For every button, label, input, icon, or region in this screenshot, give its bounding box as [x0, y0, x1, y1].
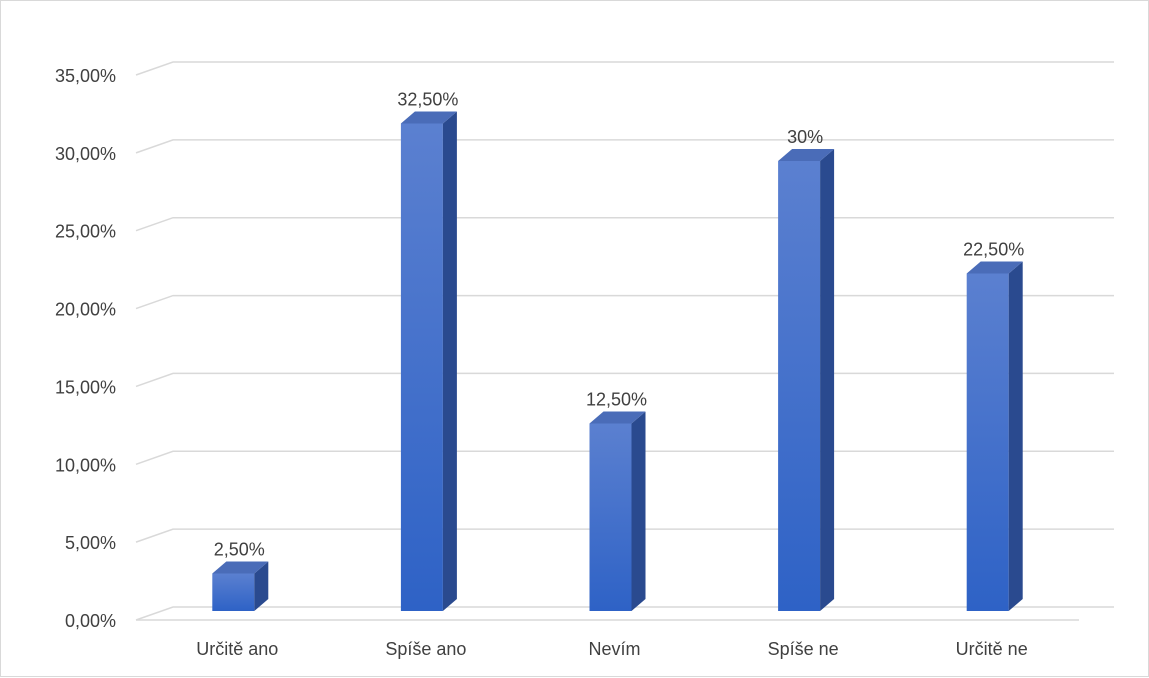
data-label: 30%	[787, 127, 823, 147]
bar-front	[778, 161, 821, 611]
bar-side	[820, 149, 835, 611]
gridline	[135, 139, 1114, 154]
y-tick-label: 5,00%	[65, 533, 116, 553]
x-category-label: Určitě ano	[196, 639, 278, 659]
x-axis-categories: Určitě ano Spíše ano Nevím Spíše ne Určitě n…	[196, 639, 1027, 659]
gridlines	[135, 61, 1114, 621]
bars	[212, 111, 1023, 611]
y-tick-label: 20,00%	[55, 300, 116, 320]
bar-top	[778, 149, 835, 161]
bar	[966, 261, 1023, 611]
gridline	[135, 216, 1114, 232]
data-labels: 2,50% 32,50% 12,50% 30% 22,50%	[214, 90, 1024, 560]
bar-top	[966, 261, 1023, 274]
bar-side	[631, 411, 646, 611]
y-axis-ticks: 0,00% 5,00% 10,00% 15,00% 20,00% 25,00% 30,00%…	[55, 66, 116, 631]
y-tick-label: 10,00%	[55, 455, 116, 475]
bar	[212, 561, 269, 611]
bar-top	[589, 411, 646, 424]
bar-top	[400, 111, 457, 124]
bar-front	[400, 123, 443, 611]
bar-top	[212, 561, 269, 574]
x-category-label: Nevím	[588, 639, 640, 659]
data-label: 22,50%	[963, 240, 1024, 260]
bar	[589, 411, 646, 611]
data-label: 32,50%	[397, 90, 458, 110]
data-label: 12,50%	[586, 390, 647, 410]
x-category-label: Spíše ne	[768, 639, 839, 659]
y-tick-label: 0,00%	[65, 611, 116, 631]
x-category-label: Určitě ne	[956, 639, 1028, 659]
bar	[778, 149, 835, 611]
bar-front	[589, 423, 632, 611]
y-tick-label: 35,00%	[55, 66, 116, 86]
bar	[400, 111, 457, 611]
bar-side	[442, 111, 457, 611]
bar-front	[212, 573, 255, 611]
bar-front	[966, 273, 1009, 611]
gridline	[135, 61, 1114, 76]
y-tick-label: 25,00%	[55, 222, 116, 242]
bar-side	[1008, 261, 1023, 611]
x-category-label: Spíše ano	[385, 639, 466, 659]
y-tick-label: 30,00%	[55, 144, 116, 164]
y-tick-label: 15,00%	[55, 377, 116, 397]
bar-side	[254, 561, 269, 611]
data-label: 2,50%	[214, 540, 265, 560]
